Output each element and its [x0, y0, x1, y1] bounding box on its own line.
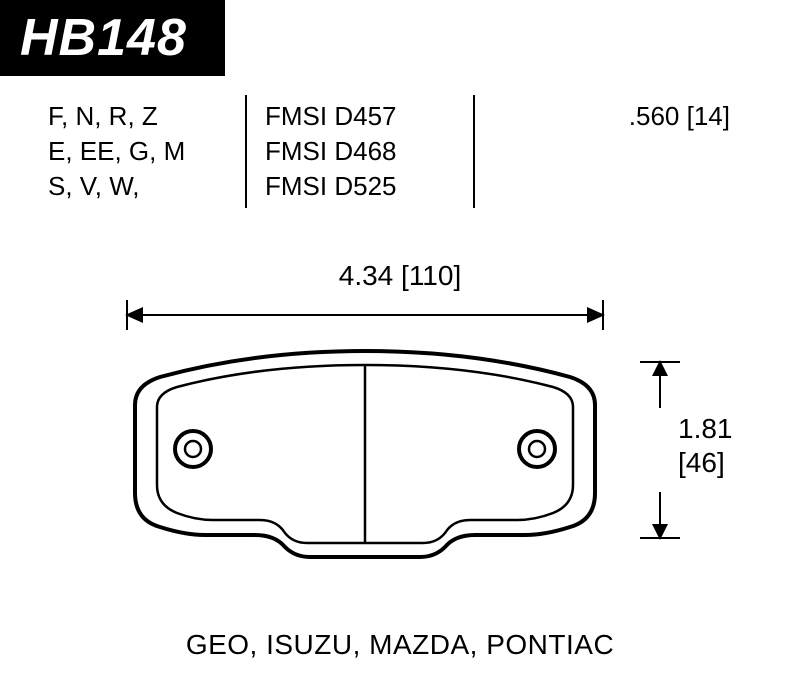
compound-line: S, V, W, [48, 169, 245, 204]
part-number-header: HB148 [0, 0, 225, 76]
height-inches: 1.81 [678, 413, 733, 444]
thickness-inches: .560 [629, 101, 680, 131]
fmsi-line: FMSI D457 [265, 99, 473, 134]
width-inches: 4.34 [339, 260, 394, 291]
thickness-mm: 14 [694, 101, 723, 131]
bracket-open: [ [687, 101, 694, 131]
bracket-close: ] [723, 101, 730, 131]
vehicle-makes: GEO, ISUZU, MAZDA, PONTIAC [0, 629, 800, 661]
fmsi-codes-column: FMSI D457 FMSI D468 FMSI D525 [245, 95, 475, 208]
width-dimension: 4.34 [110] [0, 260, 800, 292]
compound-line: F, N, R, Z [48, 99, 245, 134]
fmsi-line: FMSI D525 [265, 169, 473, 204]
compound-codes-column: F, N, R, Z E, EE, G, M S, V, W, [30, 95, 245, 208]
specs-row: F, N, R, Z E, EE, G, M S, V, W, FMSI D45… [30, 95, 770, 208]
bracket-close: ] [453, 260, 461, 291]
bracket-close: ] [717, 447, 725, 478]
thickness-column: .560 [14] [475, 95, 770, 208]
width-dimension-arrows [125, 300, 605, 330]
brake-pad-diagram [115, 345, 615, 560]
height-dimension-arrows [640, 360, 680, 570]
height-mm: 46 [686, 447, 717, 478]
fmsi-line: FMSI D468 [265, 134, 473, 169]
compound-line: E, EE, G, M [48, 134, 245, 169]
width-mm: 110 [409, 260, 454, 291]
bracket-open: [ [678, 447, 686, 478]
bracket-open: [ [401, 260, 409, 291]
